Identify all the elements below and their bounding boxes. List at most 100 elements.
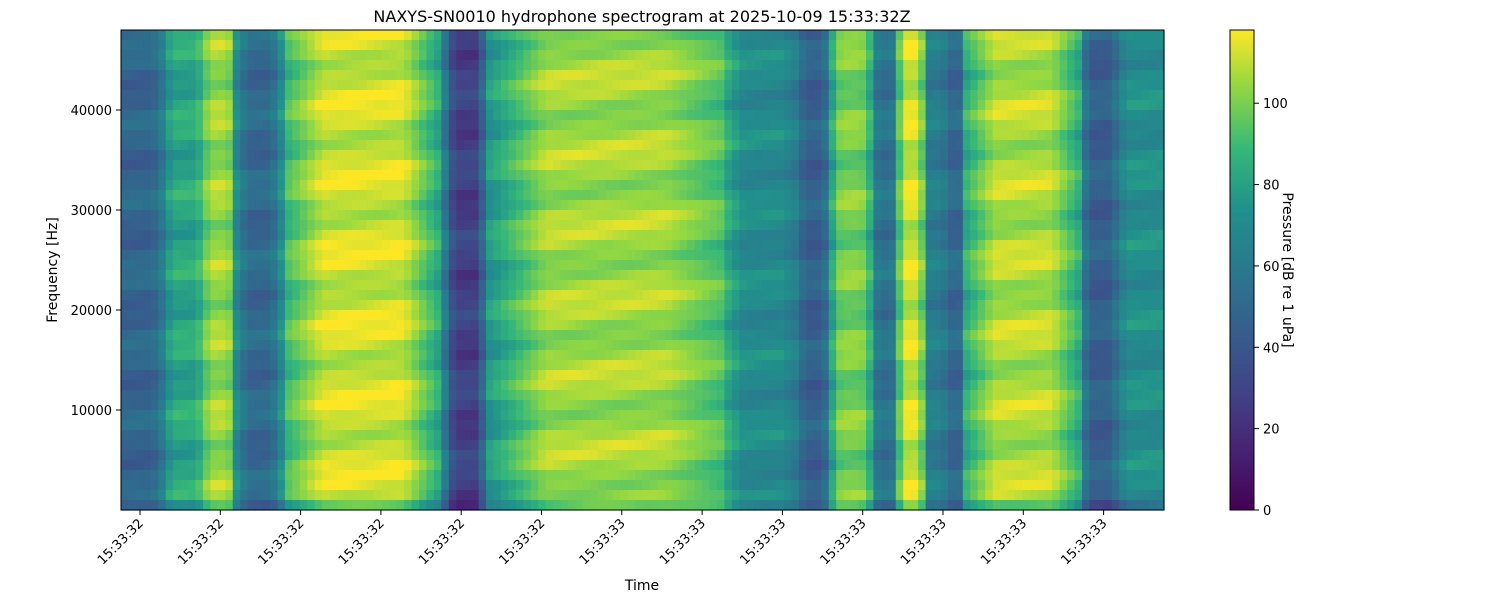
heatmap-cell	[657, 260, 666, 271]
heatmap-cell	[605, 150, 614, 161]
heatmap-cell	[828, 140, 837, 151]
heatmap-cell	[351, 490, 360, 501]
heatmap-cell	[277, 80, 286, 91]
heatmap-cell	[158, 350, 167, 361]
heatmap-cell	[329, 190, 338, 201]
heatmap-cell	[366, 450, 375, 461]
heatmap-cell	[337, 440, 346, 451]
heatmap-cell	[173, 210, 182, 221]
heatmap-cell	[530, 30, 539, 41]
heatmap-cell	[582, 250, 591, 261]
heatmap-cell	[679, 60, 688, 71]
heatmap-cell	[255, 320, 264, 331]
heatmap-cell	[545, 420, 554, 431]
heatmap-cell	[121, 500, 130, 511]
heatmap-cell	[769, 440, 778, 451]
heatmap-cell	[277, 230, 286, 241]
heatmap-cell	[508, 360, 517, 371]
heatmap-cell	[240, 420, 249, 431]
heatmap-cell	[195, 470, 204, 481]
heatmap-cell	[828, 30, 837, 41]
heatmap-cell	[530, 140, 539, 151]
heatmap-cell	[754, 350, 763, 361]
heatmap-cell	[426, 210, 435, 221]
heatmap-cell	[642, 260, 651, 271]
heatmap-cell	[880, 410, 889, 421]
heatmap-cell	[270, 450, 279, 461]
heatmap-cell	[590, 340, 599, 351]
heatmap-cell	[635, 170, 644, 181]
heatmap-cell	[761, 250, 770, 261]
heatmap-cell	[292, 130, 301, 141]
heatmap-cell	[575, 470, 584, 481]
heatmap-cell	[866, 280, 875, 291]
heatmap-cell	[709, 490, 718, 501]
heatmap-cell	[419, 150, 428, 161]
heatmap-cell	[664, 400, 673, 411]
heatmap-cell	[798, 480, 807, 491]
heatmap-cell	[500, 340, 509, 351]
heatmap-cell	[247, 150, 256, 161]
heatmap-cell	[500, 140, 509, 151]
heatmap-cell	[299, 280, 308, 291]
heatmap-cell	[798, 410, 807, 421]
heatmap-cell	[419, 460, 428, 471]
heatmap-cell	[560, 300, 569, 311]
heatmap-cell	[232, 490, 241, 501]
heatmap-cell	[664, 210, 673, 221]
heatmap-cell	[635, 480, 644, 491]
heatmap-cell	[649, 250, 658, 261]
heatmap-cell	[702, 490, 711, 501]
heatmap-cell	[426, 380, 435, 391]
heatmap-cell	[486, 490, 495, 501]
heatmap-cell	[255, 180, 264, 191]
heatmap-cell	[180, 400, 189, 411]
heatmap-cell	[322, 200, 331, 211]
heatmap-cell	[575, 490, 584, 501]
heatmap-cell	[798, 280, 807, 291]
heatmap-cell	[210, 220, 219, 231]
heatmap-cell	[188, 260, 197, 271]
heatmap-cell	[791, 390, 800, 401]
heatmap-cell	[389, 290, 398, 301]
heatmap-cell	[836, 50, 845, 61]
heatmap-cell	[679, 290, 688, 301]
heatmap-cell	[359, 420, 368, 431]
heatmap-cell	[553, 460, 562, 471]
heatmap-cell	[284, 220, 293, 231]
heatmap-cell	[277, 100, 286, 111]
heatmap-cell	[389, 340, 398, 351]
heatmap-cell	[500, 100, 509, 111]
heatmap-cell	[582, 310, 591, 321]
heatmap-cell	[486, 200, 495, 211]
heatmap-cell	[836, 60, 845, 71]
heatmap-cell	[642, 370, 651, 381]
heatmap-cell	[858, 220, 867, 231]
heatmap-cell	[702, 230, 711, 241]
heatmap-cell	[270, 500, 279, 511]
heatmap-cell	[672, 70, 681, 81]
heatmap-cell	[739, 90, 748, 101]
heatmap-cell	[337, 460, 346, 471]
heatmap-cell	[597, 370, 606, 381]
heatmap-cell	[657, 250, 666, 261]
heatmap-cell	[143, 200, 152, 211]
heatmap-cell	[456, 60, 465, 71]
heatmap-cell	[828, 220, 837, 231]
heatmap-cell	[202, 460, 211, 471]
heatmap-cell	[478, 350, 487, 361]
heatmap-cell	[150, 150, 159, 161]
heatmap-cell	[679, 360, 688, 371]
heatmap-cell	[724, 320, 733, 331]
heatmap-cell	[419, 70, 428, 81]
heatmap-cell	[471, 170, 480, 181]
heatmap-cell	[411, 300, 420, 311]
heatmap-cell	[843, 420, 852, 431]
heatmap-cell	[687, 120, 696, 131]
heatmap-cell	[575, 280, 584, 291]
heatmap-cell	[784, 50, 793, 61]
heatmap-cell	[575, 60, 584, 71]
heatmap-cell	[709, 230, 718, 241]
heatmap-cell	[433, 60, 442, 71]
heatmap-cell	[493, 310, 502, 321]
